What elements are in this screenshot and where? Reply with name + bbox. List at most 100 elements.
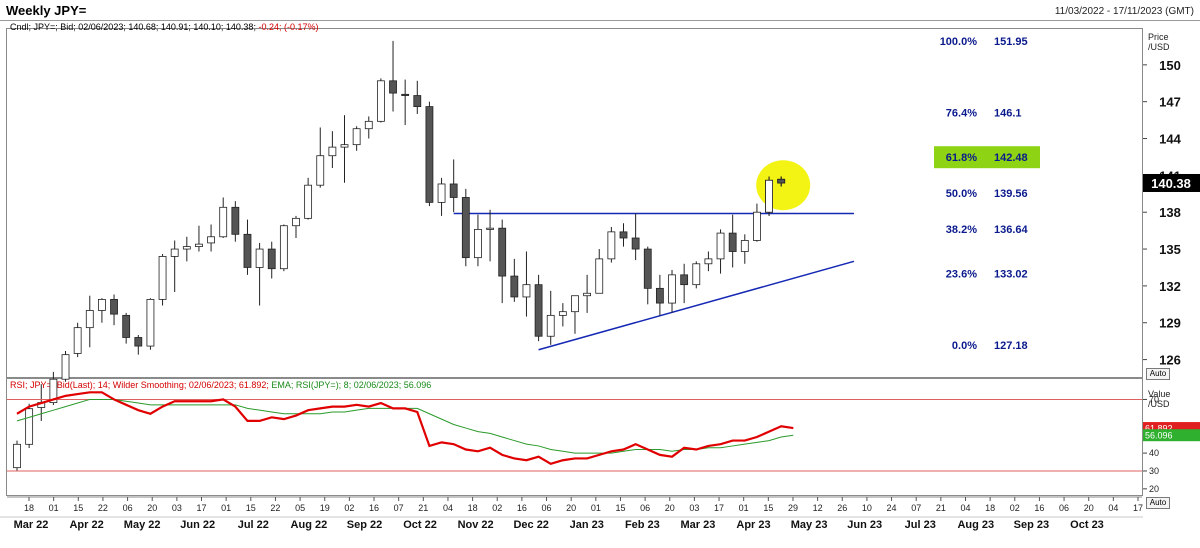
- ema-value-badge: [1143, 429, 1200, 442]
- price-tick-label: 147: [1159, 95, 1181, 110]
- x-day-label: 06: [1059, 503, 1069, 513]
- rsi-tick-label: 20: [1149, 484, 1159, 494]
- x-day-label: 03: [689, 503, 699, 513]
- x-day-label: 06: [542, 503, 552, 513]
- x-day-label: 07: [911, 503, 921, 513]
- x-day-label: 22: [98, 503, 108, 513]
- x-month-label: May 22: [124, 519, 161, 531]
- rsi-panel[interactable]: [6, 378, 1143, 496]
- x-day-label: 01: [221, 503, 231, 513]
- x-month-label: Nov 22: [458, 519, 494, 531]
- x-month-label: Jul 22: [238, 519, 269, 531]
- x-day-label: 02: [1010, 503, 1020, 513]
- price-auto-button[interactable]: Auto: [1146, 368, 1170, 380]
- x-day-label: 16: [1034, 503, 1044, 513]
- x-month-label: Aug 23: [957, 519, 994, 531]
- rsi-unit-line2: /USD: [1148, 399, 1170, 409]
- rsi-value-label: 61.892: [1145, 424, 1173, 434]
- price-unit-line2: /USD: [1148, 42, 1170, 52]
- x-month-label: Feb 23: [625, 519, 660, 531]
- x-day-label: 01: [49, 503, 59, 513]
- rsi-unit-label: Value /USD: [1148, 389, 1170, 409]
- current-price-badge: [1143, 173, 1200, 192]
- rsi-auto-button[interactable]: Auto: [1146, 497, 1170, 509]
- price-panel[interactable]: [6, 28, 1143, 378]
- x-month-label: Jan 23: [570, 519, 604, 531]
- x-day-label: 04: [960, 503, 970, 513]
- x-day-label: 15: [615, 503, 625, 513]
- x-day-label: 26: [837, 503, 847, 513]
- rsi-unit-line1: Value: [1148, 389, 1171, 399]
- x-day-label: 01: [591, 503, 601, 513]
- x-day-label: 02: [492, 503, 502, 513]
- rsi-tick-label: 50: [1149, 430, 1159, 440]
- chart-title: Weekly JPY=: [6, 3, 87, 18]
- x-month-label: Mar 22: [14, 519, 49, 531]
- x-day-label: 06: [640, 503, 650, 513]
- price-tick-label: 135: [1159, 242, 1181, 257]
- price-tick-label: 129: [1159, 316, 1181, 331]
- price-legend-text: Cndl; JPY=; Bid; 02/06/2023; 140.68; 140…: [10, 22, 256, 32]
- x-month-label: Sep 23: [1014, 519, 1049, 531]
- x-day-label: 06: [123, 503, 133, 513]
- x-day-label: 03: [172, 503, 182, 513]
- rsi-tick-label: 30: [1149, 466, 1159, 476]
- x-day-label: 15: [763, 503, 773, 513]
- x-month-label: May 23: [791, 519, 828, 531]
- x-month-label: Aug 22: [291, 519, 328, 531]
- price-tick-label: 132: [1159, 279, 1181, 294]
- x-day-label: 04: [1108, 503, 1118, 513]
- x-day-label: 20: [566, 503, 576, 513]
- x-day-label: 16: [517, 503, 527, 513]
- x-month-label: Jul 23: [905, 519, 936, 531]
- x-day-label: 17: [1133, 503, 1143, 513]
- x-day-label: 05: [295, 503, 305, 513]
- x-day-label: 18: [24, 503, 34, 513]
- rsi-legend: RSI; JPY=; Bid(Last); 14; Wilder Smoothi…: [10, 380, 431, 390]
- price-tick-label: 141: [1159, 168, 1181, 183]
- x-month-label: Mar 23: [681, 519, 716, 531]
- rsi-value-badge: [1143, 422, 1200, 435]
- ema-legend-text: EMA; RSI(JPY=); 8; 02/06/2023; 56.096: [271, 380, 432, 390]
- x-day-label: 18: [468, 503, 478, 513]
- price-legend: Cndl; JPY=; Bid; 02/06/2023; 140.68; 140…: [10, 22, 319, 32]
- current-price-label: 140.38: [1151, 176, 1191, 191]
- price-legend-change: -0.24; (-0.17%): [258, 22, 319, 32]
- x-day-label: 20: [665, 503, 675, 513]
- price-tick-label: 150: [1159, 58, 1181, 73]
- price-tick-label: 144: [1159, 132, 1181, 147]
- x-day-label: 24: [887, 503, 897, 513]
- rsi-legend-text: RSI; JPY=; Bid(Last); 14; Wilder Smoothi…: [10, 380, 269, 390]
- price-unit-label: Price /USD: [1148, 32, 1170, 52]
- x-day-label: 21: [418, 503, 428, 513]
- price-unit-line1: Price: [1148, 32, 1169, 42]
- x-day-label: 17: [714, 503, 724, 513]
- x-day-label: 04: [443, 503, 453, 513]
- x-day-label: 18: [985, 503, 995, 513]
- x-day-label: 20: [147, 503, 157, 513]
- rsi-tick-label: 40: [1149, 448, 1159, 458]
- date-range: 11/03/2022 - 17/11/2023 (GMT): [1054, 6, 1194, 17]
- x-day-label: 02: [344, 503, 354, 513]
- x-day-label: 16: [369, 503, 379, 513]
- x-day-label: 07: [394, 503, 404, 513]
- x-month-label: Jun 22: [180, 519, 215, 531]
- price-tick-label: 138: [1159, 205, 1181, 220]
- x-day-label: 15: [246, 503, 256, 513]
- x-month-label: Apr 22: [69, 519, 103, 531]
- x-day-label: 22: [270, 503, 280, 513]
- x-day-label: 19: [320, 503, 330, 513]
- x-month-label: Oct 22: [403, 519, 437, 531]
- x-day-label: 01: [739, 503, 749, 513]
- x-month-label: Sep 22: [347, 519, 382, 531]
- x-month-label: Jun 23: [847, 519, 882, 531]
- x-month-label: Dec 22: [513, 519, 548, 531]
- x-month-label: Apr 23: [736, 519, 770, 531]
- x-day-label: 12: [813, 503, 823, 513]
- x-day-label: 21: [936, 503, 946, 513]
- x-day-label: 20: [1084, 503, 1094, 513]
- header-divider: [0, 20, 1200, 21]
- x-day-label: 15: [73, 503, 83, 513]
- ema-value-label: 56.096: [1145, 431, 1173, 441]
